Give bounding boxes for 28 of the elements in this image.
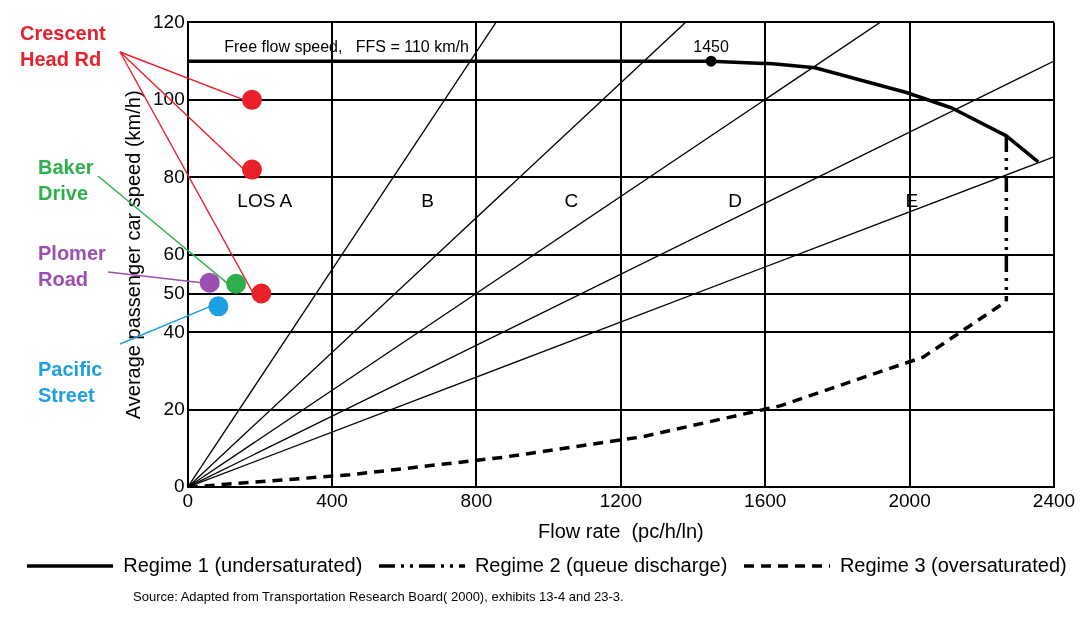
text: Pacific Street <box>38 357 103 406</box>
y-tick-label: 60 <box>163 243 185 265</box>
y-tick-label: 20 <box>163 397 185 419</box>
legend-label: Regime 2 (queue discharge) <box>474 554 728 577</box>
y-tick-label: 120 <box>153 10 185 32</box>
x-tick-label: 1600 <box>744 489 787 511</box>
legend-label: Regime 1 (undersaturated) <box>123 554 363 577</box>
y-tick-label: 40 <box>163 320 185 342</box>
x-tick-label: 2400 <box>1032 489 1076 511</box>
text: Plomer Road <box>38 241 107 290</box>
y-tick-label: 50 <box>163 281 185 303</box>
x-tick-label: 1200 <box>599 489 642 511</box>
x-tick-label: 400 <box>316 489 348 511</box>
text: Crescent Head Rd <box>20 21 106 70</box>
annotation: 1450 <box>693 37 729 55</box>
annotation: B <box>421 189 435 211</box>
x-tick-label: 800 <box>460 489 493 511</box>
annotation: LOS A <box>237 189 293 211</box>
text: Baker Drive <box>38 155 94 204</box>
legend-label: Regime 3 (oversaturated) <box>839 554 1067 577</box>
y-tick-label: 0 <box>174 475 185 497</box>
x-axis-title: Flow rate (pc/h/ln) <box>538 519 704 542</box>
x-tick-label: 2000 <box>888 489 931 511</box>
source-note: Source: Adapted from Transportation Research Board( 2000), exhibits 13-4 and 23-3. <box>133 589 625 604</box>
y-axis-title: Average passenger car speed (km/h) <box>121 90 144 420</box>
y-tick-label: 80 <box>163 165 185 187</box>
annotation: D <box>728 189 743 211</box>
annotation: C <box>564 189 579 211</box>
